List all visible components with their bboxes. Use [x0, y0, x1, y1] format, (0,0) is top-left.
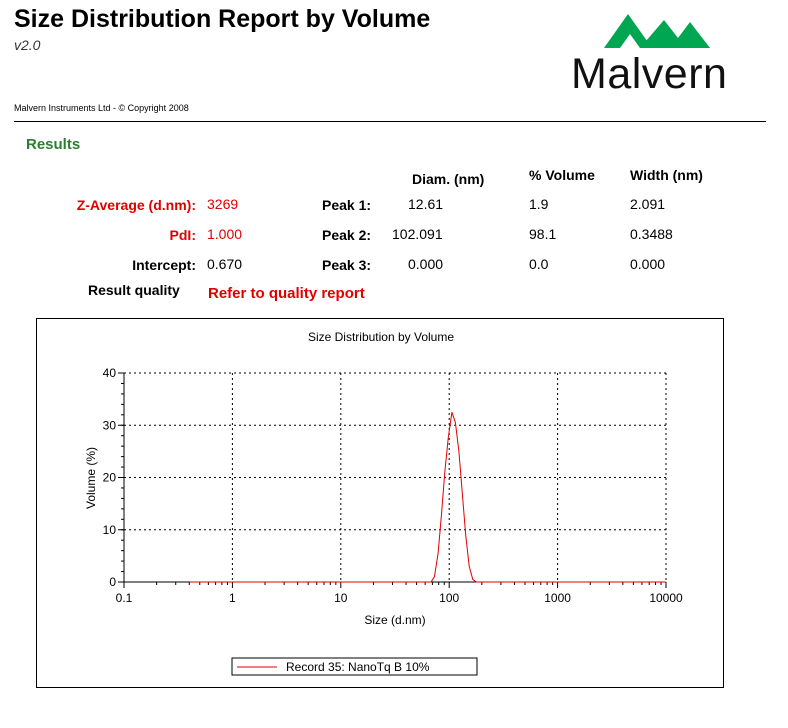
results-heading: Results	[26, 136, 81, 153]
quality-label: Result quality	[88, 282, 180, 298]
legend-box	[231, 657, 478, 676]
peak-label: Peak 2:	[322, 227, 372, 243]
peak-label: Peak 1:	[322, 197, 372, 213]
chart-legend: Record 35: NanoTq B 10%	[231, 657, 478, 676]
x-tick-label: 1000	[544, 591, 571, 605]
peak-volume: 0.0	[529, 256, 549, 272]
peak-label: Peak 3:	[322, 257, 372, 273]
pdi-label: PdI:	[169, 227, 196, 243]
y-axis-label: Volume (%)	[84, 447, 98, 509]
col-header-volume: % Volume	[529, 167, 595, 183]
zavg-value: 3269	[207, 196, 239, 212]
y-tick-label: 10	[103, 523, 117, 537]
y-tick-label: 30	[103, 418, 117, 432]
peak-volume: 98.1	[529, 226, 557, 242]
peak-diam: 0.000	[408, 256, 444, 272]
x-tick-label: 1	[229, 591, 236, 605]
logo-text: Malvern	[571, 50, 728, 98]
peak-diam: 12.61	[408, 196, 444, 212]
quality-value: Refer to quality report	[208, 285, 365, 302]
report-version: v2.0	[14, 37, 41, 53]
x-tick-label: 0.1	[116, 591, 133, 605]
report-title: Size Distribution Report by Volume	[14, 5, 431, 33]
peak-width: 0.000	[630, 256, 666, 272]
x-tick-label: 10000	[649, 591, 683, 605]
chart-ticks: 0 10 20 30 40 0.1 1 10 100 1000 10000	[103, 366, 683, 605]
header-divider	[14, 121, 766, 122]
x-axis-label: Size (d.nm)	[364, 613, 425, 627]
peak-width: 0.3488	[630, 226, 673, 242]
copyright-notice: Malvern Instruments Ltd - © Copyright 20…	[14, 103, 189, 113]
legend-label: Record 35: NanoTq B 10%	[286, 660, 430, 674]
size-distribution-chart: Size Distribution by Volume 0 10 20 30 40 0.1…	[84, 330, 683, 676]
y-tick-label: 0	[109, 575, 116, 589]
peak-diam: 102.091	[392, 226, 443, 242]
pdi-value: 1.000	[207, 226, 243, 242]
col-header-width: Width (nm)	[630, 167, 703, 183]
peak-width: 2.091	[630, 196, 666, 212]
intercept-value: 0.670	[207, 256, 243, 272]
y-tick-label: 20	[103, 471, 117, 485]
chart-frame	[36, 318, 724, 688]
peak-volume: 1.9	[529, 196, 549, 212]
malvern-logo-icon	[604, 14, 710, 48]
intercept-label: Intercept:	[132, 257, 196, 273]
chart-title: Size Distribution by Volume	[308, 330, 454, 344]
y-tick-label: 40	[103, 366, 117, 380]
chart-series	[189, 412, 666, 583]
chart-grid	[124, 372, 667, 582]
x-tick-label: 100	[439, 591, 459, 605]
x-tick-label: 10	[334, 591, 348, 605]
zavg-label: Z-Average (d.nm):	[76, 197, 196, 213]
col-header-diam: Diam. (nm)	[412, 171, 485, 187]
series-line	[189, 412, 666, 583]
